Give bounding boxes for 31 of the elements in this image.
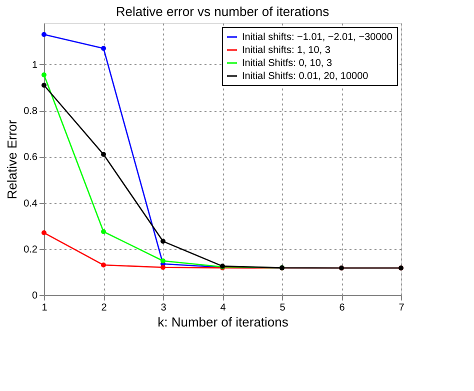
y-tick-label: 0.4 xyxy=(24,198,38,210)
y-axis-title: Relative Error xyxy=(4,119,20,200)
legend-label: Initial shifts: −1.01, −2.01, −30000 xyxy=(242,32,393,43)
y-tick-label: 1 xyxy=(32,60,38,71)
point xyxy=(42,32,46,38)
x-tick-label: 4 xyxy=(220,302,226,314)
point xyxy=(42,82,46,88)
y-tick-label: 0.6 xyxy=(24,152,38,164)
x-tick-label: 2 xyxy=(101,302,108,314)
point xyxy=(160,258,166,264)
point xyxy=(42,72,46,78)
y-tick-label: 0.8 xyxy=(24,106,38,118)
legend-label: Initial Shitfs: 0.01, 20, 10000 xyxy=(242,71,369,82)
chart-title: Relative error vs number of iterations xyxy=(116,4,330,19)
point xyxy=(101,229,106,234)
point xyxy=(160,264,166,270)
point xyxy=(42,230,46,236)
point xyxy=(101,262,106,268)
legend-label: Initial shifts: 1, 10, 3 xyxy=(242,45,331,56)
x-tick-label: 7 xyxy=(398,302,405,314)
point xyxy=(101,152,106,157)
point xyxy=(160,238,166,244)
x-axis-title: k: Number of iterations xyxy=(158,314,289,330)
x-tick-label: 1 xyxy=(42,302,48,314)
legend-label: Initial Shitfs: 0, 10, 3 xyxy=(242,58,332,69)
y-tick-label: 0.2 xyxy=(24,244,38,256)
x-tick-label: 3 xyxy=(160,302,167,314)
x-tick-label: 5 xyxy=(280,302,286,314)
point xyxy=(101,46,106,51)
x-tick-label: 6 xyxy=(339,302,346,314)
y-tick-label: 0 xyxy=(32,290,38,302)
